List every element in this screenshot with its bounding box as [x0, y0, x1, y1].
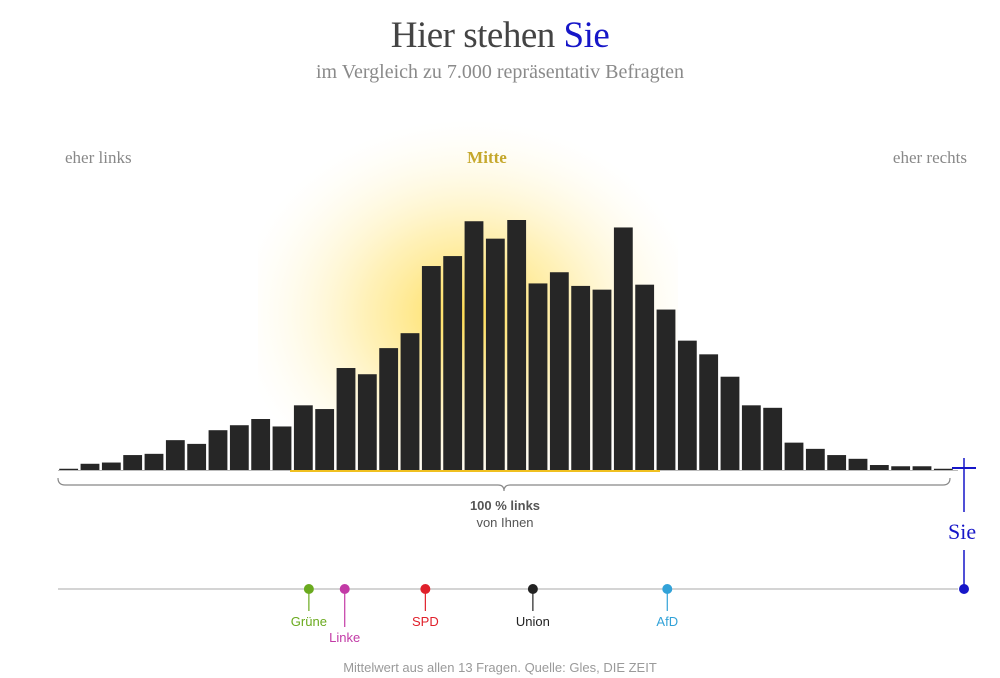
histogram-bar	[485, 238, 505, 470]
footer-source: Mittelwert aus allen 13 Fragen. Quelle: …	[343, 660, 657, 675]
histogram-bar	[59, 468, 79, 470]
histogram-bar	[827, 455, 847, 470]
party-label: AfD	[656, 614, 679, 629]
party-dot	[339, 584, 350, 594]
histogram-bar	[379, 348, 399, 470]
party-label: Linke	[329, 630, 361, 645]
histogram-bar	[400, 333, 420, 470]
chart-title: Hier stehen Sie	[0, 14, 1000, 57]
party-dot	[662, 584, 673, 594]
histogram-bar	[421, 266, 441, 470]
histogram-bar	[208, 430, 228, 470]
histogram-bar	[336, 368, 356, 470]
title-main: Hier stehen	[390, 15, 556, 56]
histogram-bar	[144, 453, 164, 470]
party-dot	[420, 584, 431, 594]
party-dot	[303, 584, 314, 594]
you-label: Sie	[948, 519, 977, 544]
right-label: eher rechts	[892, 148, 967, 167]
histogram-bar	[507, 220, 527, 470]
histogram-bar	[272, 426, 292, 470]
histogram-bar	[101, 462, 121, 470]
histogram-bar	[549, 272, 569, 470]
histogram-bar	[613, 227, 633, 470]
title-highlight: Sie	[563, 15, 610, 56]
histogram-bar	[677, 340, 697, 470]
histogram-bar	[293, 405, 313, 470]
histogram-bar	[571, 285, 591, 470]
histogram-bar	[869, 465, 889, 470]
chart-subtitle: im Vergleich zu 7.000 repräsentativ Befr…	[315, 61, 685, 83]
histogram-bar	[165, 440, 185, 470]
histogram-bar	[251, 419, 271, 470]
party-label: SPD	[411, 614, 439, 629]
histogram-bar	[848, 458, 868, 470]
histogram-bar	[592, 289, 612, 470]
you-dot	[959, 584, 969, 594]
histogram-bar	[763, 407, 783, 470]
histogram-bar	[229, 425, 249, 470]
party-dot	[527, 584, 538, 594]
histogram-bar	[464, 221, 484, 470]
histogram-bar	[528, 283, 548, 470]
histogram-bar	[443, 256, 463, 470]
distance-brace	[57, 477, 951, 492]
histogram-bar	[80, 463, 100, 470]
histogram-bar	[699, 354, 719, 470]
histogram-bar	[805, 448, 825, 470]
party-label: Union	[515, 614, 550, 629]
histogram-bar	[123, 455, 143, 470]
histogram-bar	[315, 409, 335, 470]
histogram-bar	[720, 376, 740, 470]
histogram-bar	[656, 309, 676, 470]
left-label: eher links	[65, 148, 132, 167]
histogram-bar	[933, 468, 953, 470]
histogram-bar	[741, 405, 761, 470]
party-label: Grüne	[290, 614, 327, 629]
distance-value: 100 % links	[469, 498, 541, 513]
histogram-bar	[891, 466, 911, 470]
histogram-bar	[912, 466, 932, 470]
distance-caption: von Ihnen	[476, 515, 534, 530]
histogram-bar	[784, 442, 804, 470]
histogram-bar	[357, 374, 377, 470]
histogram-bar	[187, 443, 207, 470]
histogram-bar	[635, 284, 655, 470]
